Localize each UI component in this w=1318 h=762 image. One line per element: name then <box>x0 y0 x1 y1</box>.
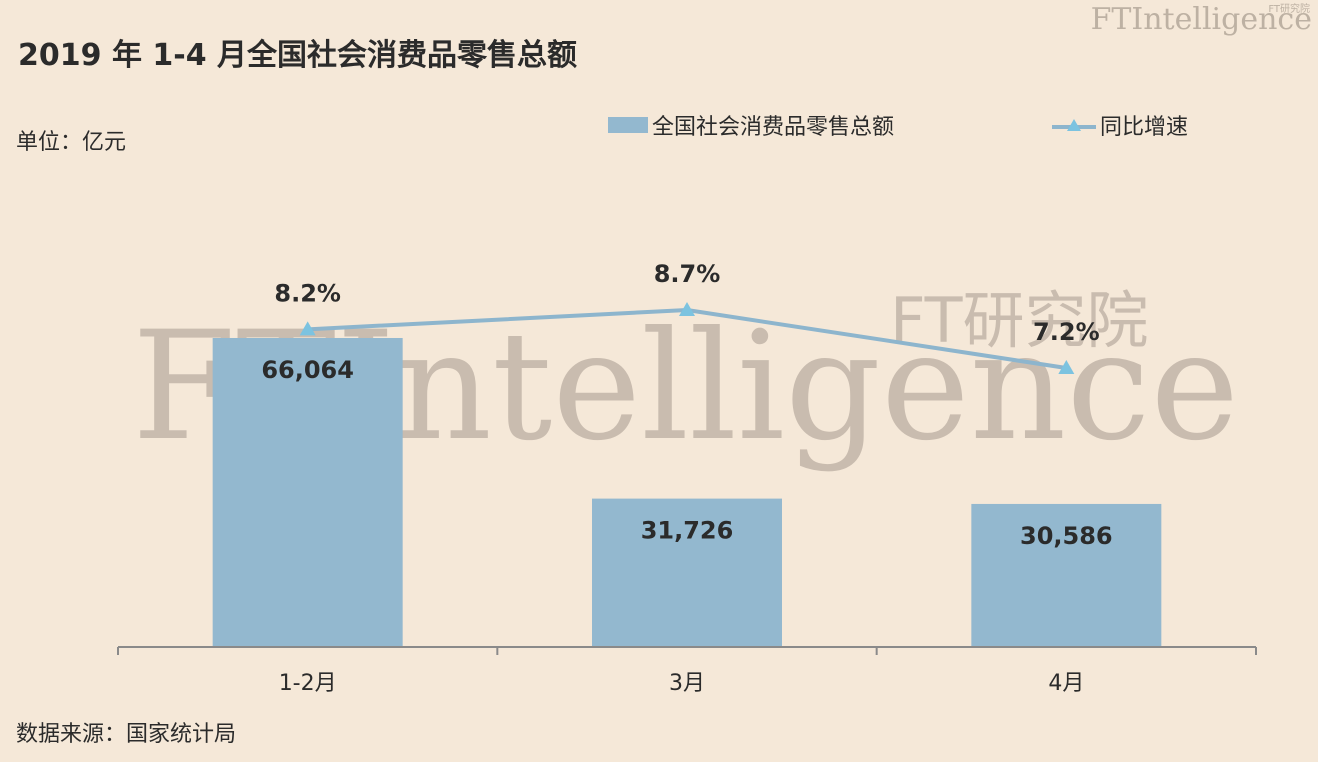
source-label: 数据来源：国家统计局 <box>16 722 237 747</box>
legend-swatch-bar <box>608 117 648 133</box>
watermark-sub: FT研究院 <box>890 284 1148 357</box>
bar-1 <box>212 338 403 647</box>
growth-rate-label: 7.2% <box>1033 318 1100 346</box>
brand-logo: FTIntelligence <box>1090 2 1312 37</box>
bar-value-label: 66,064 <box>261 356 354 384</box>
bar-value-label: 30,586 <box>1020 522 1113 550</box>
legend-swatch-line <box>1052 119 1096 131</box>
growth-rate-marker <box>679 302 695 316</box>
x-tick-label: 3月 <box>669 671 705 696</box>
x-tick-label: 4月 <box>1048 671 1084 696</box>
brand-logo-sub: FT研究院 <box>1268 4 1310 15</box>
legend-label-bar: 全国社会消费品零售总额 <box>652 115 895 140</box>
growth-rate-marker <box>299 321 316 336</box>
growth-rate-marker <box>1058 360 1075 374</box>
growth-rate-label: 8.2% <box>274 279 341 307</box>
legend-item-bar: 全国社会消费品零售总额 <box>608 110 894 140</box>
bar-value-label: 31,726 <box>641 517 734 545</box>
growth-rate-label: 8.7% <box>654 260 721 288</box>
bar-2 <box>592 498 782 647</box>
unit-label: 单位：亿元 <box>16 130 127 155</box>
chart-title: 2019 年 1-4 月全国社会消费品零售总额 <box>18 38 578 73</box>
legend-item-line: 同比增速 <box>1052 110 1188 140</box>
x-tick-label: 1-2月 <box>279 671 337 696</box>
bar-3 <box>971 503 1162 647</box>
legend-label-line: 同比增速 <box>1100 115 1189 140</box>
